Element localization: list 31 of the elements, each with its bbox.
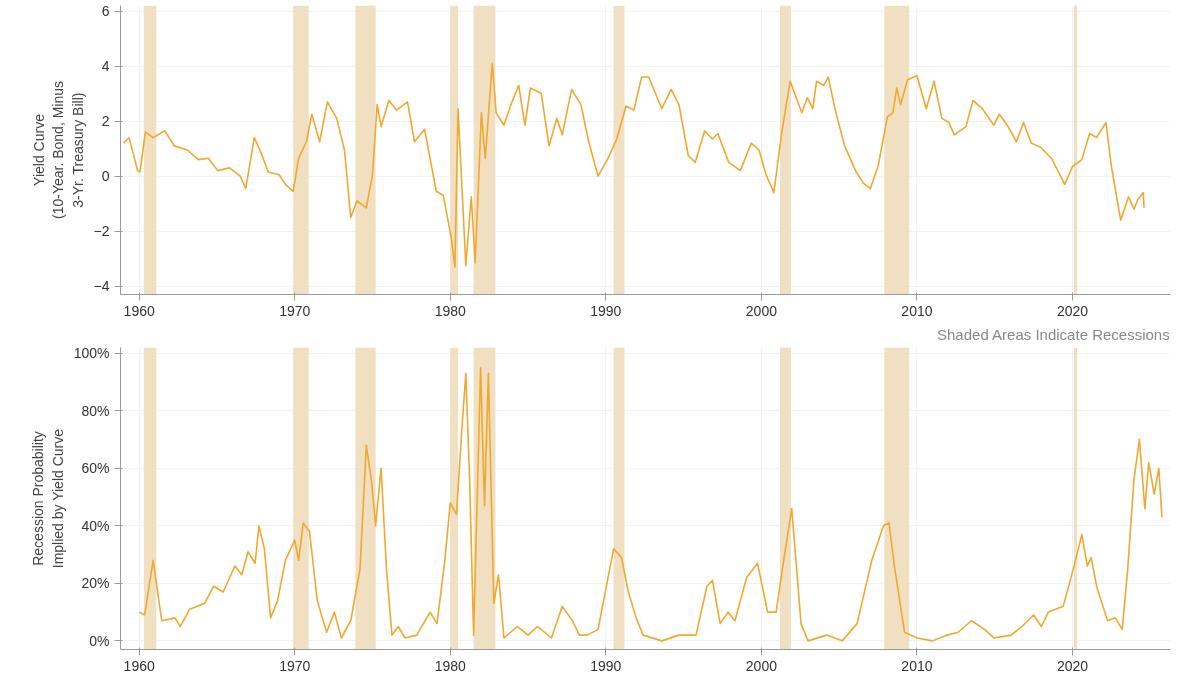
x-tick-label: 1970	[279, 302, 311, 319]
line-series	[138, 366, 1163, 642]
y-tick-label: 0%	[89, 632, 110, 649]
y-tick-label: 0	[101, 168, 110, 185]
y-tick-label: 20%	[81, 575, 110, 592]
x-tick-label: 1980	[434, 657, 467, 674]
text: Shaded Areas Indicate Recessions	[937, 325, 1170, 343]
y-tick-label: 80%	[81, 402, 110, 419]
line-series	[122, 62, 1145, 268]
y-tick-label: 100%	[73, 345, 110, 362]
y-tick-label: 60%	[81, 460, 110, 477]
y-tick-label: −2	[93, 223, 110, 240]
x-tick-label: 2010	[901, 302, 933, 319]
x-tick-label: 1980	[434, 302, 467, 319]
x-tick-label: 1990	[590, 657, 622, 674]
x-tick-label: 2020	[1056, 657, 1089, 674]
x-tick-label: 2000	[745, 302, 778, 319]
y-tick-label: 4	[101, 58, 110, 75]
y-tick-label: 40%	[81, 517, 110, 534]
y-tick-label: 2	[101, 113, 110, 130]
x-tick-label: 2010	[901, 657, 933, 674]
x-tick-label: 2020	[1056, 302, 1089, 319]
y-axis-title: Recession Probability Implied by Yield Curve	[30, 428, 66, 569]
y-axis-title: Yield Curve (10-Year. Bond, Minus 3-Yr. Treasury Bill)	[31, 80, 86, 220]
y-tick-label: −4	[93, 278, 110, 295]
x-tick-label: 1990	[590, 302, 622, 319]
x-tick-label: 1960	[123, 657, 155, 674]
x-tick-label: 1960	[123, 302, 155, 319]
y-tick-label: 6	[101, 3, 110, 19]
x-tick-label: 2000	[745, 657, 778, 674]
x-tick-label: 1970	[279, 657, 311, 674]
